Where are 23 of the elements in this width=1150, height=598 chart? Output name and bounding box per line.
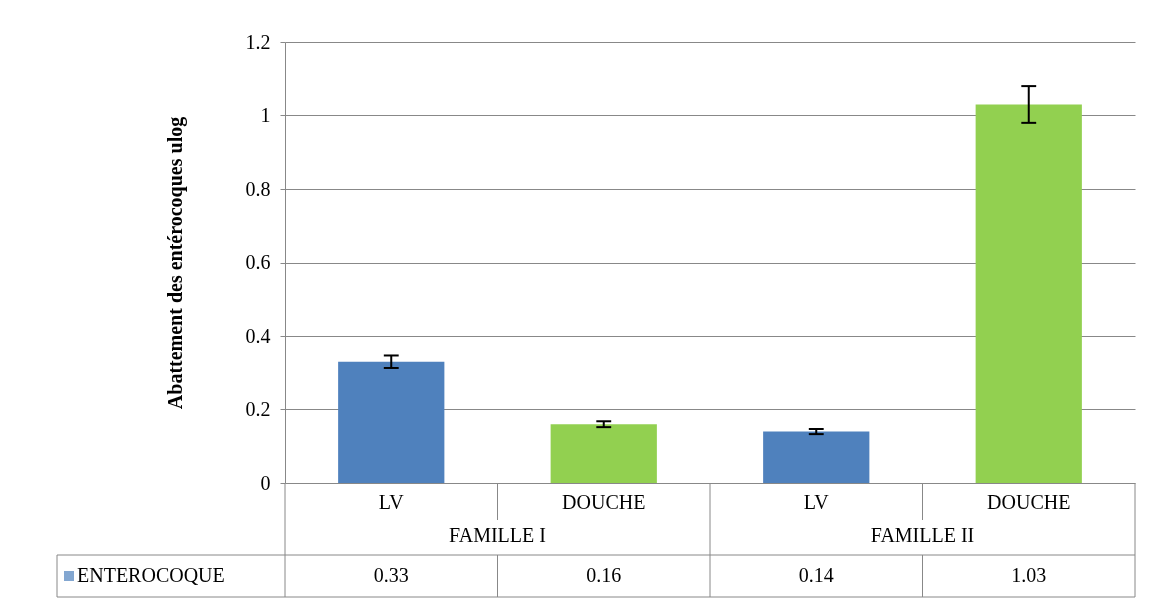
data-label: 0.16 [586,564,622,586]
data-label: 1.03 [1011,564,1047,586]
x-tick-label: LV [378,491,405,513]
bar [550,424,657,483]
y-tick-label: 1.2 [245,30,271,53]
y-tick-label: 0.6 [245,251,271,273]
bar [338,361,445,483]
y-tick-label: 0.4 [245,324,271,347]
x-tick-label: DOUCHE [987,491,1071,513]
y-tick-label: 0 [260,471,271,494]
text: FAMILLE II [870,524,975,546]
bar [763,431,870,483]
y-axis-title: Abattement des entérocoques ulog [163,116,187,410]
y-tick-label: 0.8 [245,177,271,200]
bar [975,104,1082,483]
y-tick-label: 1 [260,104,271,126]
x-tick-label: LV [803,491,830,513]
legend-label: ENTEROCOQUE [77,564,225,586]
y-tick-label: 0.2 [245,398,271,420]
data-label: 0.33 [373,564,409,586]
data-label: 0.14 [798,564,834,586]
text: FAMILLE I [449,524,546,546]
x-tick-label: DOUCHE [562,491,646,513]
